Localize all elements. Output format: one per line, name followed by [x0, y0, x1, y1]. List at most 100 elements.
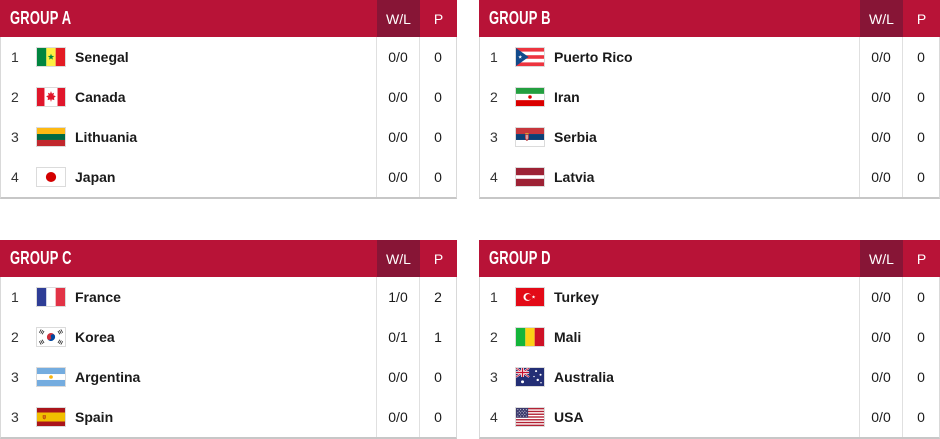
team-points-value: 0	[902, 357, 939, 397]
column-header-wl: W/L	[377, 240, 420, 277]
team-row[interactable]: 3 Argentina 0/0 0	[1, 357, 456, 397]
team-row[interactable]: 3 Spain 0/0 0	[1, 397, 456, 437]
team-flag-cell	[515, 397, 546, 437]
group-b-body: 1 Puerto Rico 0/0 0 2 Iran 0/0 0 3 Serbia 0/0 0 4 Lat…	[479, 37, 940, 199]
flag-puerto-rico-icon	[515, 47, 545, 67]
team-flag-cell	[36, 397, 67, 437]
team-flag-cell	[36, 357, 67, 397]
group-d-table: GROUP D W/L P 1 Turkey 0/0 0 2 Mali 0/0 0 3 Austr…	[479, 240, 940, 439]
team-row[interactable]: 1 France 1/0 2	[1, 277, 456, 317]
flag-canada-icon	[36, 87, 66, 107]
team-name: Senegal	[75, 49, 129, 65]
team-row[interactable]: 3 Australia 0/0 0	[480, 357, 939, 397]
team-row[interactable]: 2 Iran 0/0 0	[480, 77, 939, 117]
team-name: Australia	[554, 369, 614, 385]
team-row[interactable]: 2 Korea 0/1 1	[1, 317, 456, 357]
column-header-wl: W/L	[377, 0, 420, 37]
team-flag-cell	[515, 157, 546, 197]
team-name: Turkey	[554, 289, 599, 305]
team-points-value: 0	[902, 157, 939, 197]
team-name: USA	[554, 409, 584, 425]
team-rank: 3	[11, 369, 19, 385]
team-wl-value: 0/0	[376, 37, 419, 77]
team-wl-value: 0/0	[859, 37, 902, 77]
team-name: France	[75, 289, 121, 305]
team-name: Canada	[75, 89, 126, 105]
team-row[interactable]: 1 Turkey 0/0 0	[480, 277, 939, 317]
team-wl-value: 0/0	[376, 157, 419, 197]
group-title-cell: GROUP C	[0, 240, 377, 277]
team-flag-cell	[515, 117, 546, 157]
team-flag-cell	[515, 357, 546, 397]
team-points-value: 0	[902, 277, 939, 317]
team-points-value: 0	[902, 37, 939, 77]
team-points-value: 1	[419, 317, 456, 357]
flag-iran-icon	[515, 87, 545, 107]
team-points-value: 0	[419, 357, 456, 397]
team-name: Korea	[75, 329, 115, 345]
team-points-value: 0	[419, 157, 456, 197]
team-points-value: 2	[419, 277, 456, 317]
team-name: Japan	[75, 169, 116, 185]
team-row[interactable]: 4 USA 0/0 0	[480, 397, 939, 437]
team-row[interactable]: 3 Serbia 0/0 0	[480, 117, 939, 157]
team-wl-value: 0/1	[376, 317, 419, 357]
team-flag-cell	[36, 77, 67, 117]
team-points-value: 0	[902, 397, 939, 437]
team-row[interactable]: 2 Mali 0/0 0	[480, 317, 939, 357]
team-wl-value: 0/0	[859, 77, 902, 117]
team-wl-value: 0/0	[376, 357, 419, 397]
team-row[interactable]: 3 Lithuania 0/0 0	[1, 117, 456, 157]
team-flag-cell	[36, 157, 67, 197]
team-wl-value: 0/0	[859, 397, 902, 437]
team-points-value: 0	[902, 77, 939, 117]
team-row[interactable]: 4 Latvia 0/0 0	[480, 157, 939, 197]
team-name: Latvia	[554, 169, 595, 185]
team-rank: 3	[11, 409, 19, 425]
team-wl-value: 0/0	[859, 117, 902, 157]
team-rank: 2	[11, 89, 19, 105]
team-name: Iran	[554, 89, 580, 105]
team-row[interactable]: 1 Puerto Rico 0/0 0	[480, 37, 939, 77]
group-title: GROUP A	[10, 8, 72, 28]
team-name: Serbia	[554, 129, 597, 145]
flag-japan-icon	[36, 167, 66, 187]
team-row[interactable]: 4 Japan 0/0 0	[1, 157, 456, 197]
flag-argentina-icon	[36, 367, 66, 387]
column-header-wl: W/L	[860, 240, 903, 277]
group-a-header: GROUP A W/L P	[0, 0, 457, 37]
team-row[interactable]: 2 Canada 0/0 0	[1, 77, 456, 117]
team-row[interactable]: 1 Senegal 0/0 0	[1, 37, 456, 77]
team-wl-value: 0/0	[859, 277, 902, 317]
team-wl-value: 1/0	[376, 277, 419, 317]
flag-senegal-icon	[36, 47, 66, 67]
group-c-header: GROUP C W/L P	[0, 240, 457, 277]
group-d-body: 1 Turkey 0/0 0 2 Mali 0/0 0 3 Australia 0/0 0 4 USA 0/…	[479, 277, 940, 439]
column-header-p: P	[916, 250, 927, 267]
team-name: Spain	[75, 409, 114, 425]
team-name: Lithuania	[75, 129, 138, 145]
group-c-body: 1 France 1/0 2 2 Korea 0/1 1 3 Argentina 0/0 0 3 Spai…	[0, 277, 457, 439]
team-rank: 4	[11, 169, 19, 185]
team-rank: 2	[490, 329, 498, 345]
group-b-header: GROUP B W/L P	[479, 0, 940, 37]
flag-latvia-icon	[515, 167, 545, 187]
team-name: Argentina	[75, 369, 141, 385]
team-wl-value: 0/0	[376, 117, 419, 157]
team-rank: 3	[11, 129, 19, 145]
flag-turkey-icon	[515, 287, 545, 307]
team-points-value: 0	[902, 117, 939, 157]
flag-spain-icon	[36, 407, 66, 427]
group-b-table: GROUP B W/L P 1 Puerto Rico 0/0 0 2 Iran 0/0 0 3…	[479, 0, 940, 199]
team-points-value: 0	[902, 317, 939, 357]
team-wl-value: 0/0	[376, 77, 419, 117]
team-wl-value: 0/0	[859, 357, 902, 397]
flag-mali-icon	[515, 327, 545, 347]
team-flag-cell	[36, 117, 67, 157]
column-header-p: P	[433, 10, 444, 27]
group-a-body: 1 Senegal 0/0 0 2 Canada 0/0 0 3 Lithuania 0/0 0 4 Ja…	[0, 37, 457, 199]
group-a-table: GROUP A W/L P 1 Senegal 0/0 0 2 Canada 0/0 0 3 Li…	[0, 0, 457, 199]
team-rank: 1	[11, 49, 19, 65]
column-header-p: P	[433, 250, 444, 267]
